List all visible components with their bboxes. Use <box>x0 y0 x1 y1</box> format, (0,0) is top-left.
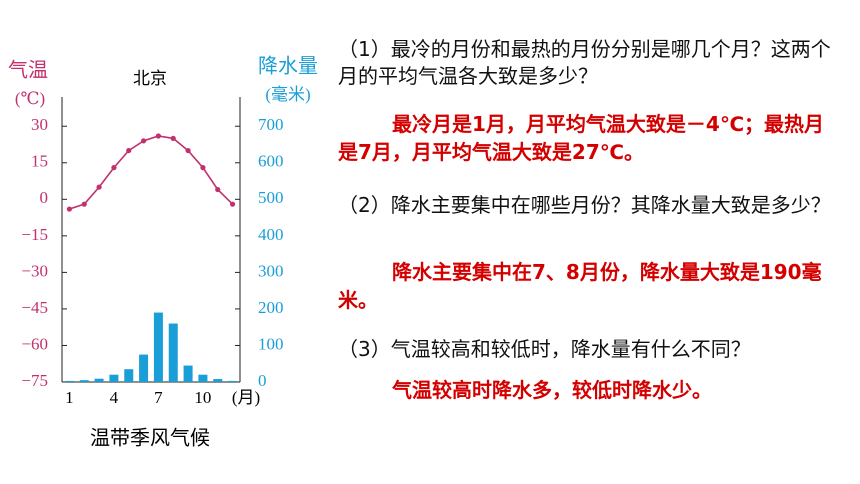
precip-bar <box>228 380 238 382</box>
precip-bar <box>153 312 163 382</box>
temperature-point <box>185 147 191 154</box>
precip-bar <box>64 380 74 382</box>
answer: 降水主要集中在7、8月份，降水量大致是190毫米。 <box>338 260 822 312</box>
precip-bar <box>168 323 178 382</box>
temperature-point <box>170 135 176 142</box>
temperature-point <box>96 184 102 190</box>
temperature-point <box>200 165 206 171</box>
y2-tick-label: 700 <box>258 115 284 134</box>
chart-caption: 温带季风气候 <box>90 427 210 450</box>
temperature-line <box>69 135 234 210</box>
question: （2）降水主要集中在哪些月份？其降水量大致是多少？ <box>338 193 831 217</box>
y-tick-label: 30 <box>31 115 48 134</box>
precip-bar <box>198 374 208 382</box>
temperature-point <box>126 147 132 154</box>
precip-bar <box>79 380 89 382</box>
x-tick-label: 4 <box>110 388 119 407</box>
x-tick-label: 7 <box>154 388 163 407</box>
y-axis-label: 气温 <box>8 59 48 82</box>
temperature-point <box>140 138 147 144</box>
temperature-point <box>111 165 117 171</box>
answer: 气温较高时降水多，较低时降水少。 <box>392 378 712 402</box>
y-tick-label: −75 <box>21 371 48 390</box>
answer: 最冷月是1月，月平均气温大致是－4℃；最热月是7月，月平均气温大致是27℃。 <box>338 112 825 164</box>
y2-tick-label: 200 <box>258 298 284 317</box>
temperature-point <box>215 186 221 193</box>
y-tick-label: −30 <box>21 261 48 280</box>
precip-bar <box>183 365 193 382</box>
y2-axis-label: 降水量 <box>258 55 318 78</box>
temperature-point <box>229 201 236 207</box>
precip-bar <box>94 378 104 382</box>
chart-title: 北京 <box>133 69 167 88</box>
temperature-point <box>66 206 73 212</box>
y-tick-label: −15 <box>21 225 48 244</box>
temperature-point <box>81 201 87 207</box>
y-tick-label: −45 <box>21 298 48 317</box>
question: （3）气温较高和较低时，降水量有什么不同？ <box>338 337 751 361</box>
y2-tick-label: 400 <box>258 225 284 244</box>
precip-bar <box>213 379 223 382</box>
y-tick-label: −60 <box>21 334 48 353</box>
y2-tick-label: 100 <box>258 334 284 353</box>
y-axis-unit: (℃) <box>15 89 45 108</box>
x-tick-label: 1 <box>65 388 74 407</box>
y2-tick-label: 500 <box>258 188 284 207</box>
y-tick-label: 0 <box>40 188 49 207</box>
temperature-point <box>155 133 162 139</box>
precip-bar <box>109 374 119 382</box>
y2-tick-label: 300 <box>258 261 284 280</box>
question: （1）最冷的月份和最热的月份分别是哪几个月？这两个月的平均气温各大致是多少？ <box>338 37 831 88</box>
precip-bar <box>124 369 134 382</box>
y2-tick-label: 600 <box>258 152 284 171</box>
y2-tick-label: 0 <box>258 371 267 390</box>
x-tick-label: 10 <box>194 388 211 407</box>
climate-chart: 北京 气温 (℃) 降水量 (毫米) (月) 温带季风气候 30 15 0 −15 −3… <box>8 55 318 450</box>
y2-axis-unit: (毫米) <box>265 85 310 104</box>
y-tick-label: 15 <box>31 152 48 171</box>
x-axis-unit: (月) <box>232 388 260 407</box>
precip-bar <box>139 354 149 382</box>
